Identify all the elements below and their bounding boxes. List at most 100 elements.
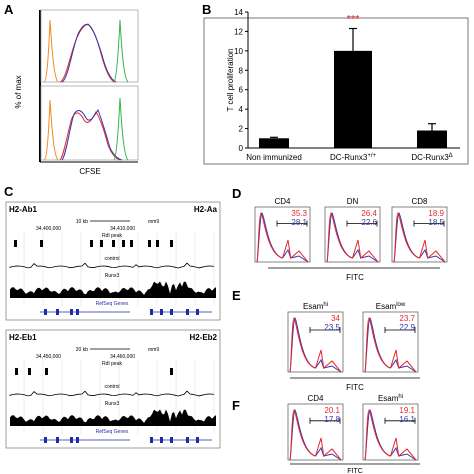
exon [196, 309, 199, 315]
gene-label-right: H2-Eb2 [189, 333, 217, 342]
control-signal [9, 390, 215, 397]
panel-c: C H2-Ab1 H2-Aa 10 kb mm9 34,400,000 34,410,00… [4, 184, 221, 449]
runx3-signal [10, 409, 216, 426]
y-tick-label: 6 [239, 86, 244, 95]
scale-label: 10 kb [76, 219, 88, 225]
exon [70, 309, 73, 315]
value-red: 34 [331, 314, 340, 323]
x-tick-label: Non immunized [246, 153, 302, 162]
hist-green [113, 19, 129, 83]
y-tick-label: 12 [234, 27, 243, 36]
histogram-box [324, 206, 381, 263]
y-tick-label: 8 [239, 66, 244, 75]
peak-mark [170, 368, 173, 375]
track-label: control [104, 384, 119, 390]
build-label: mm9 [148, 219, 159, 225]
hist-orange [43, 99, 59, 161]
exon [186, 309, 189, 315]
scale-label: 20 kb [76, 347, 88, 353]
peak-mark [45, 368, 48, 375]
histogram-top [43, 19, 129, 83]
exon [56, 309, 59, 315]
y-tick-label: 4 [239, 105, 244, 114]
coord-label: 34,410,000 [110, 226, 135, 232]
track-label: RdI peak [102, 233, 123, 239]
build-label: mm9 [148, 347, 159, 353]
value-red: 26.4 [361, 209, 377, 218]
subpanel-title: DN [347, 197, 359, 206]
subpanel-title: CD4 [274, 197, 291, 206]
value-red: 20.1 [324, 406, 340, 415]
panel-label-c: C [4, 184, 14, 199]
peak-mark [28, 368, 31, 375]
panel-label-d: D [232, 186, 241, 201]
hist-blue [61, 108, 123, 161]
hist-red [326, 212, 379, 263]
histogram-bottom [43, 97, 129, 161]
panel-b: B T cell proliferation 0 2 4 6 8 10 12 14 Non im… [202, 2, 469, 165]
panel-a-xlabel: CFSE [79, 167, 100, 176]
track-label: control [104, 256, 119, 262]
track-label: RefSeq Genes [96, 429, 129, 435]
x-tick-label: DC-Runx3Δ [411, 153, 452, 162]
exon [44, 309, 47, 315]
hist-red [393, 212, 446, 263]
panel-b-frame [203, 17, 469, 165]
exon [76, 309, 79, 315]
peak-mark [148, 240, 151, 247]
hist-red [59, 23, 115, 83]
gene-label-left: H2-Ab1 [9, 205, 38, 214]
exon [76, 437, 79, 443]
hist-red [256, 212, 309, 263]
y-tick-label: 2 [239, 125, 244, 134]
subpanel-title: Esamhi [303, 302, 328, 311]
peak-mark [112, 240, 115, 247]
histogram-box [362, 311, 419, 373]
histogram-box-top [40, 9, 139, 83]
hist-red [364, 317, 417, 373]
hist-red [289, 317, 342, 373]
exon [150, 437, 153, 443]
browser-frame [5, 329, 221, 449]
peak-mark [15, 368, 18, 375]
panel-label-a: A [4, 2, 14, 17]
panel-b-ylabel: T cell proliferation [226, 49, 235, 112]
histogram-box-bottom [40, 85, 139, 161]
gene-label-right: H2-Aa [194, 205, 218, 214]
panel-label-e: E [232, 288, 241, 303]
panel-label-b: B [202, 2, 211, 17]
exon [160, 309, 163, 315]
exon [196, 437, 199, 443]
coord-label: 34,450,000 [36, 354, 61, 360]
peak-mark [170, 240, 173, 247]
panel-label-f: F [232, 398, 240, 413]
exon [170, 309, 173, 315]
track-label: RdI peak [102, 361, 123, 367]
bar [334, 50, 372, 148]
value-blue: 17.8 [324, 415, 340, 424]
exon [160, 437, 163, 443]
coord-label: 34,400,000 [36, 226, 61, 232]
y-tick-label: 0 [239, 144, 244, 153]
peak-mark [130, 240, 133, 247]
subpanel-title: CD8 [411, 197, 428, 206]
exon [56, 437, 59, 443]
panel-a: A % of max CFSE [4, 2, 139, 176]
genome-browser-bottom: H2-Eb1 H2-Eb2 20 kb mm9 34,450,000 34,460,000… [5, 329, 221, 449]
peak-mark [100, 240, 103, 247]
subpanel-title: CD4 [307, 394, 324, 403]
significance-marker: *** [347, 14, 361, 26]
hist-blue [61, 23, 117, 83]
axis-label: FITC [346, 383, 364, 392]
exon [44, 437, 47, 443]
value-red: 18.9 [428, 209, 444, 218]
value-blue: 16.1 [399, 415, 415, 424]
hist-red [364, 409, 417, 461]
track-label: RefSeq Genes [96, 301, 129, 307]
browser-frame [5, 201, 221, 321]
subpanel-title: Esamlow [376, 302, 406, 311]
